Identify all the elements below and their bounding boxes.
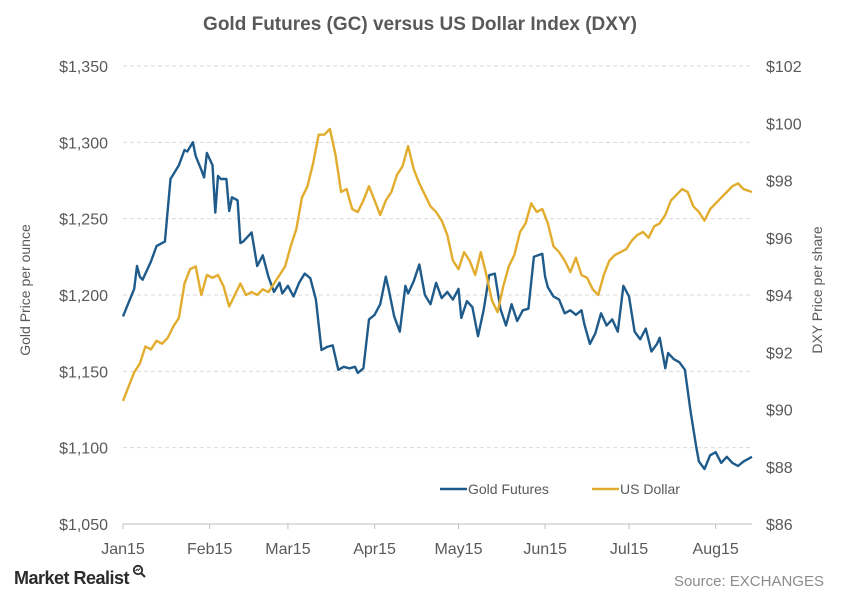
y-left-tick-label: $1,200 (59, 288, 108, 305)
gridlines (123, 65, 752, 449)
series-lines (121, 127, 753, 471)
x-tick-label: Jun15 (523, 541, 567, 558)
axes: $1,050 $1,100 $1,150 $1,200 $1,250 $1,300 $1,3… (59, 59, 802, 558)
x-tick-label: Apr15 (353, 541, 396, 558)
y-left-tick-label: $1,300 (59, 135, 108, 152)
y-right-tick-label: $86 (766, 517, 793, 534)
brand-logo: Market Realist (14, 568, 130, 588)
y-right-tick-label: $94 (766, 288, 793, 305)
y-right-tick-label: $90 (766, 403, 793, 420)
y-left-tick-label: $1,350 (59, 59, 108, 76)
y-left-tick-label: $1,050 (59, 517, 108, 534)
x-tick-label: Aug15 (693, 541, 739, 558)
y-axis-right-label: DXY Price per share (809, 226, 825, 354)
series-line-gold-futures (121, 141, 753, 471)
y-right-tick-label: $88 (766, 460, 793, 477)
series-line-us-dollar (121, 127, 753, 402)
legend-label: US Dollar (620, 481, 680, 497)
y-axis-left-label: Gold Price per ounce (17, 224, 33, 356)
legend-label: Gold Futures (468, 481, 549, 497)
chart-title: Gold Futures (GC) versus US Dollar Index… (203, 14, 637, 35)
y-right-tick-label: $96 (766, 231, 793, 248)
y-left-tick-label: $1,150 (59, 364, 108, 381)
y-right-tick-label: $102 (766, 59, 802, 76)
y-left-tick-label: $1,100 (59, 441, 108, 458)
y-left-tick-label: $1,250 (59, 212, 108, 229)
y-right-tick-label: $98 (766, 174, 793, 191)
legend: Gold Futures US Dollar (440, 481, 680, 497)
x-tick-label: Jan15 (101, 541, 145, 558)
y-right-tick-label: $100 (766, 116, 802, 133)
x-tick-label: Feb15 (187, 541, 232, 558)
y-right-tick-label: $92 (766, 345, 793, 362)
x-tick-label: Jul15 (610, 541, 648, 558)
magnifier-icon (132, 564, 146, 578)
x-tick-label: May15 (434, 541, 482, 558)
source-note: Source: EXCHANGES (673, 573, 824, 590)
x-tick-label: Mar15 (265, 541, 310, 558)
